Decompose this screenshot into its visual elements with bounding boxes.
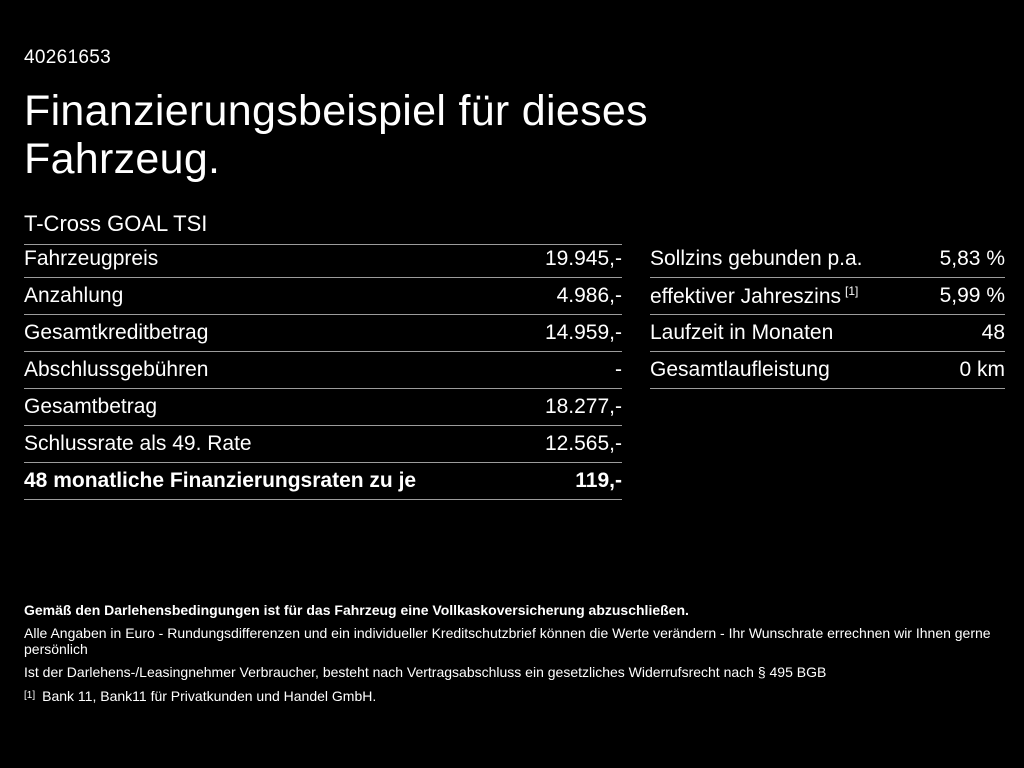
row-value: 5,83 % bbox=[939, 247, 1005, 270]
row-label: Fahrzeugpreis bbox=[24, 247, 159, 270]
table-row-gesamtlaufleistung: Gesamtlaufleistung 0 km bbox=[650, 352, 1005, 389]
withdrawal-right-note: Ist der Darlehens-/Leasingnehmer Verbrau… bbox=[24, 664, 827, 680]
footnote-reference: [1] bbox=[845, 283, 859, 298]
row-label: Gesamtlaufleistung bbox=[650, 358, 830, 381]
table-row-abschlussgebuehren: Abschlussgebühren - bbox=[24, 352, 622, 389]
table-row-schlussrate: Schlussrate als 49. Rate 12.565,- bbox=[24, 426, 622, 463]
row-label: Gesamtkreditbetrag bbox=[24, 321, 209, 344]
row-value: 14.959,- bbox=[544, 321, 622, 344]
table-row-fahrzeugpreis: Fahrzeugpreis 19.945,- bbox=[24, 241, 622, 278]
row-value: 119,- bbox=[575, 469, 622, 492]
row-value: 12.565,- bbox=[544, 432, 622, 455]
row-value: 18.277,- bbox=[544, 395, 622, 418]
footnote-marker: [1] bbox=[24, 690, 36, 701]
row-value: 19.945,- bbox=[544, 247, 622, 270]
row-label-text: effektiver Jahreszins bbox=[650, 284, 842, 308]
vehicle-model: T-Cross GOAL TSI bbox=[24, 211, 622, 245]
financing-amounts-table: Fahrzeugpreis 19.945,- Anzahlung 4.986,-… bbox=[24, 241, 622, 500]
row-label: Schlussrate als 49. Rate bbox=[24, 432, 252, 455]
table-row-gesamtkreditbetrag: Gesamtkreditbetrag 14.959,- bbox=[24, 315, 622, 352]
disclaimer-note: Alle Angaben in Euro - Rundungsdifferenz… bbox=[24, 625, 991, 657]
row-label: Abschlussgebühren bbox=[24, 358, 209, 381]
row-label: effektiver Jahreszins [1] bbox=[650, 284, 858, 309]
row-label: Sollzins gebunden p.a. bbox=[650, 247, 863, 270]
table-row-sollzins: Sollzins gebunden p.a. 5,83 % bbox=[650, 241, 1005, 278]
bank-footnote: [1] Bank 11, Bank11 für Privatkunden und … bbox=[24, 688, 1002, 704]
table-row-gesamtbetrag: Gesamtbetrag 18.277,- bbox=[24, 389, 622, 426]
row-value: 48 bbox=[981, 321, 1005, 344]
row-label: 48 monatliche Finanzierungsraten zu je bbox=[24, 469, 417, 492]
table-row-anzahlung: Anzahlung 4.986,- bbox=[24, 278, 622, 315]
insurance-requirement-note: Gemäß den Darlehensbedingungen ist für d… bbox=[24, 602, 689, 618]
row-value: 0 km bbox=[959, 358, 1005, 381]
page-title: Finanzierungsbeispiel für dieses Fahrzeu… bbox=[24, 87, 648, 183]
row-value: - bbox=[615, 358, 622, 381]
table-row-effektiver-jahreszins: effektiver Jahreszins [1] 5,99 % bbox=[650, 278, 1005, 315]
row-label: Anzahlung bbox=[24, 284, 124, 307]
row-label: Gesamtbetrag bbox=[24, 395, 158, 418]
footnote-text: Bank 11, Bank11 für Privatkunden und Han… bbox=[42, 688, 377, 704]
table-row-monatsrate: 48 monatliche Finanzierungsraten zu je 1… bbox=[24, 463, 622, 500]
vehicle-id: 40261653 bbox=[24, 47, 111, 68]
row-label: Laufzeit in Monaten bbox=[650, 321, 834, 344]
financing-conditions-table: Sollzins gebunden p.a. 5,83 % effektiver… bbox=[650, 241, 1005, 500]
financing-tables: Fahrzeugpreis 19.945,- Anzahlung 4.986,-… bbox=[24, 241, 1005, 500]
row-value: 4.986,- bbox=[556, 284, 622, 307]
row-value: 5,99 % bbox=[939, 284, 1005, 307]
legal-footer: Gemäß den Darlehensbedingungen ist für d… bbox=[24, 602, 1002, 711]
table-row-laufzeit: Laufzeit in Monaten 48 bbox=[650, 315, 1005, 352]
